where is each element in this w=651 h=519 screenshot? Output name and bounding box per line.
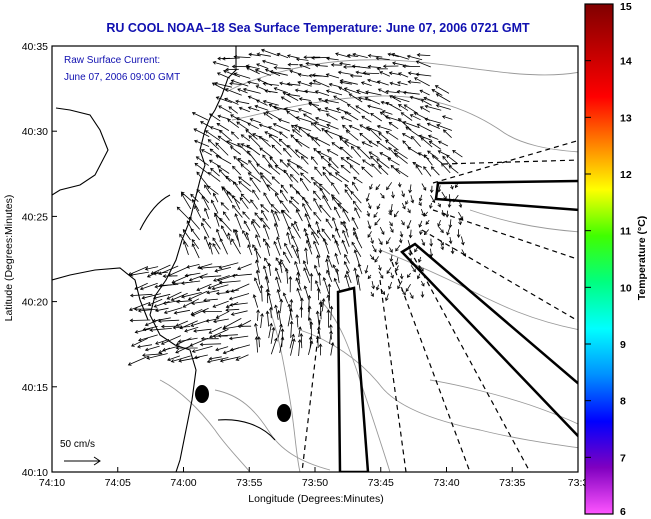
station-marker xyxy=(277,404,291,422)
x-tick-label: 74:05 xyxy=(105,477,131,489)
colorbar-tick-label: 12 xyxy=(620,169,632,181)
scale-arrow xyxy=(64,456,101,466)
current-vectors xyxy=(127,48,467,366)
y-axis: 40:35 40:30 40:25 40:20 40:15 40:10 xyxy=(22,41,57,479)
x-axis: 74:10 74:05 74:00 73:55 73:50 73:45 73:40 73:35… xyxy=(39,467,589,489)
x-axis-label: Longitude (Degrees:Minutes) xyxy=(248,493,383,505)
y-tick-label: 40:35 xyxy=(22,41,48,53)
x-tick-label: 73:40 xyxy=(433,477,459,489)
x-tick-label: 74:00 xyxy=(170,477,196,489)
colorbar-tick-label: 15 xyxy=(620,1,632,13)
y-tick-label: 40:10 xyxy=(22,467,48,479)
current-time-label: June 07, 2006 09:00 GMT xyxy=(64,72,180,83)
colorbar-tick-label: 10 xyxy=(620,282,632,294)
x-tick-label: 73:55 xyxy=(236,477,262,489)
colorbar-tick-label: 8 xyxy=(620,396,626,408)
colorbar-tick-label: 13 xyxy=(620,112,632,124)
colorbar-tick-label: 6 xyxy=(620,506,626,518)
y-tick-label: 40:25 xyxy=(22,211,48,223)
colorbar-ticks: 15 14 13 12 11 10 9 8 7 6 xyxy=(585,1,632,518)
y-tick-label: 40:30 xyxy=(22,126,48,138)
colorbar-label: Temperature (°C) xyxy=(636,216,648,301)
plot-area xyxy=(52,46,578,472)
coastline xyxy=(52,46,276,472)
chart-title: RU COOL NOAA–18 Sea Surface Temperature:… xyxy=(106,21,530,35)
y-tick-label: 40:20 xyxy=(22,297,48,309)
current-label: Raw Surface Current: xyxy=(64,55,160,66)
colorbar xyxy=(584,3,614,515)
colorbar-tick-label: 7 xyxy=(620,452,626,464)
x-tick-label: 73:35 xyxy=(499,477,525,489)
x-tick-label: 73:3 xyxy=(568,477,589,489)
x-tick-label: 74:10 xyxy=(39,477,65,489)
x-tick-label: 73:50 xyxy=(302,477,328,489)
y-tick-label: 40:15 xyxy=(22,382,48,394)
station-marker xyxy=(195,385,209,403)
x-tick-label: 73:45 xyxy=(368,477,394,489)
colorbar-tick-label: 14 xyxy=(620,56,632,68)
bathymetry-contours xyxy=(159,59,578,472)
colorbar-tick-label: 9 xyxy=(620,339,626,351)
colorbar-tick-label: 11 xyxy=(620,226,631,238)
y-axis-label: Latitude (Degrees:Minutes) xyxy=(3,195,15,322)
radar-beams xyxy=(301,139,578,472)
scale-label: 50 cm/s xyxy=(60,439,95,450)
